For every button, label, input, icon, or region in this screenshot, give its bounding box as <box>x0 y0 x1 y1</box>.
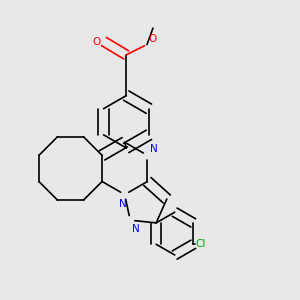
Text: N: N <box>150 144 158 154</box>
Text: N: N <box>119 199 127 209</box>
Text: Cl: Cl <box>196 239 206 249</box>
Text: O: O <box>93 37 101 46</box>
Text: O: O <box>148 34 157 44</box>
Text: N: N <box>132 224 140 234</box>
